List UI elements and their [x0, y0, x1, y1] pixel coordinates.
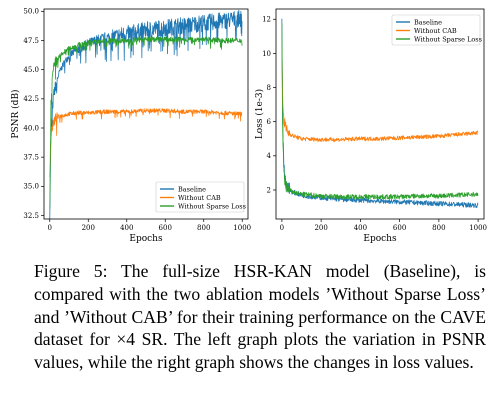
axes-frame — [43, 8, 249, 220]
y-tick-label: 35.0 — [23, 183, 39, 191]
legend-baseline-label: Baseline — [414, 18, 442, 26]
x-tick-label: 800 — [432, 224, 445, 232]
y-axis-label: Loss (1e-3) — [254, 89, 265, 139]
y-tick-label: 40.0 — [23, 124, 39, 132]
y-tick-label: 50.0 — [23, 8, 39, 16]
y-tick-label: 45.0 — [23, 66, 39, 74]
y-tick-label: 32.5 — [23, 212, 39, 220]
x-tick-label: 400 — [354, 224, 367, 232]
legend-without-sparse-loss-label: Without Sparse Loss — [178, 202, 246, 210]
legend-without-cab-label: Without CAB — [414, 27, 457, 35]
series-line-without-cab — [49, 108, 243, 178]
figure-caption: Figure 5: The full-size HSR-KAN model (B… — [34, 261, 486, 373]
legend-box — [155, 181, 245, 213]
y-tick-label: 4 — [267, 152, 272, 160]
legend-baseline-label: Baseline — [178, 185, 206, 193]
plot-area — [281, 18, 479, 209]
y-tick-label: 8 — [267, 84, 271, 92]
y-tick-label: 37.5 — [23, 154, 39, 162]
x-tick-label: 1000 — [469, 224, 487, 232]
series-line-without-sparse-loss — [281, 22, 479, 200]
y-tick-label: 2 — [267, 186, 271, 194]
x-tick-label: 400 — [120, 224, 133, 232]
y-tick-label: 47.5 — [23, 37, 39, 45]
legend-without-cab-label: Without CAB — [178, 194, 221, 202]
series-line-without-sparse-loss — [49, 36, 243, 209]
x-tick-label: 1000 — [233, 224, 251, 232]
series-line-baseline — [281, 18, 479, 209]
plot-area — [49, 9, 243, 219]
x-axis-label: Epochs — [129, 234, 163, 244]
x-tick-label: 200 — [82, 224, 95, 232]
legend-without-sparse-loss-label: Without Sparse Loss — [414, 35, 482, 43]
x-tick-label: 0 — [280, 224, 284, 232]
series-line-without-cab — [281, 50, 479, 143]
x-axis-label: Epochs — [363, 234, 397, 244]
axes-frame — [275, 8, 485, 220]
y-tick-label: 12 — [262, 16, 271, 24]
x-tick-label: 0 — [48, 224, 52, 232]
y-axis-label: PSNR (dB) — [10, 89, 21, 138]
x-tick-label: 600 — [393, 224, 406, 232]
psnr-chart: 0 200 400 600 800 1000 32.5 35.0 37.5 40.0 42.5 45.… — [10, 8, 251, 244]
y-tick-label: 6 — [267, 118, 272, 126]
y-tick-label: 10 — [262, 50, 271, 58]
loss-chart: 0 200 400 600 800 1000 2 4 6 8 10 12 Epochs Loss (1e-… — [254, 8, 487, 244]
x-tick-label: 600 — [159, 224, 172, 232]
y-tick-label: 42.5 — [23, 95, 39, 103]
x-tick-label: 800 — [197, 224, 210, 232]
x-tick-label: 200 — [314, 224, 327, 232]
legend-box — [391, 14, 481, 46]
